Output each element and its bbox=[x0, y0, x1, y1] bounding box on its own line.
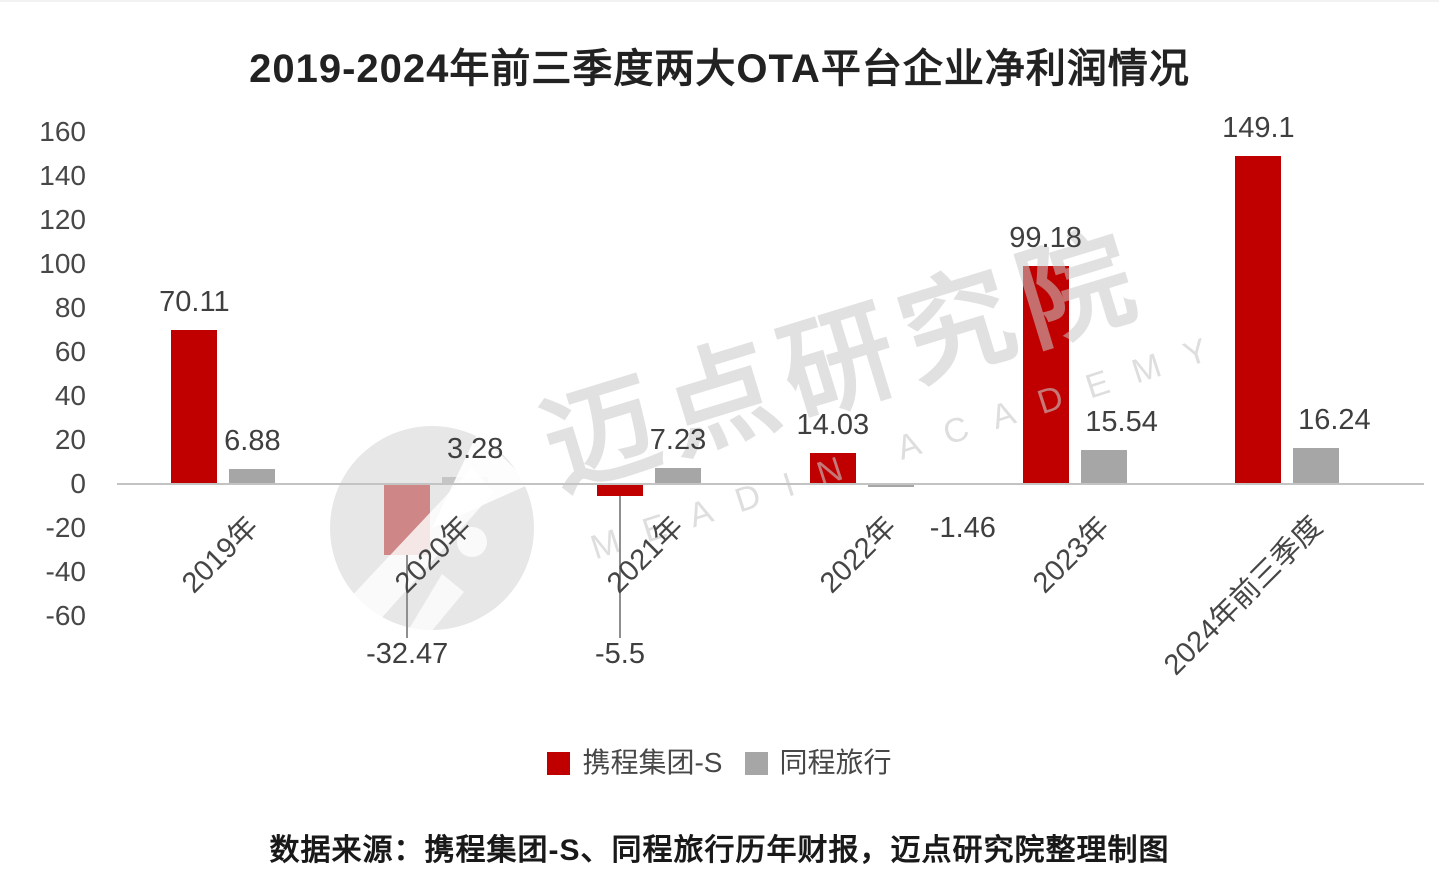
y-tick-label: 100 bbox=[39, 248, 86, 279]
legend-swatch bbox=[744, 751, 768, 775]
value-label: -1.46 bbox=[929, 512, 996, 544]
category-label: 2024年前三季度 bbox=[1157, 510, 1329, 682]
tongcheng-bar bbox=[655, 468, 701, 484]
ctrip-bar bbox=[597, 484, 643, 497]
category-label: 2021年 bbox=[601, 510, 691, 600]
y-tick-label: 160 bbox=[39, 116, 86, 147]
y-tick-label: 40 bbox=[54, 380, 86, 411]
value-label: 3.28 bbox=[446, 432, 504, 465]
value-label: 14.03 bbox=[796, 409, 870, 442]
tongcheng-bar bbox=[1080, 449, 1127, 484]
value-label: 15.54 bbox=[1085, 405, 1158, 438]
y-tick-label: -20 bbox=[45, 512, 86, 543]
y-tick-label: -40 bbox=[45, 556, 86, 587]
value-label: -5.5 bbox=[595, 638, 645, 670]
category-label: 2023年 bbox=[1027, 510, 1116, 600]
value-label: -32.47 bbox=[366, 638, 449, 670]
value-label: 99.18 bbox=[1009, 221, 1082, 254]
y-tick-label: 140 bbox=[39, 160, 86, 191]
legend-label: 携程集团-S bbox=[582, 747, 723, 778]
ctrip-bar bbox=[171, 329, 218, 484]
tongcheng-bar bbox=[229, 468, 276, 484]
category-label: 2022年 bbox=[814, 510, 904, 600]
legend: 携程集团-S 同程旅行 bbox=[0, 746, 1439, 780]
value-label: 6.88 bbox=[224, 424, 281, 457]
legend-label: 同程旅行 bbox=[779, 747, 892, 778]
legend-swatch bbox=[547, 751, 571, 775]
x-axis-line bbox=[117, 483, 1424, 485]
ctrip-bar bbox=[1022, 265, 1069, 484]
category-label: 2020年 bbox=[388, 510, 478, 600]
value-label: 70.11 bbox=[159, 285, 230, 318]
y-tick-label: 80 bbox=[54, 292, 86, 323]
legend-item-tongcheng: 同程旅行 bbox=[744, 746, 892, 780]
value-label: 149.1 bbox=[1222, 111, 1295, 144]
ctrip-bar bbox=[1235, 155, 1282, 484]
y-tick-label: 120 bbox=[39, 204, 86, 235]
y-tick-label: -60 bbox=[45, 600, 86, 631]
tongcheng-bar bbox=[1293, 448, 1340, 484]
legend-item-ctrip: 携程集团-S bbox=[547, 746, 723, 780]
category-label: 2019年 bbox=[175, 510, 265, 600]
y-tick-label: 0 bbox=[70, 468, 86, 499]
y-tick-label: 20 bbox=[54, 424, 86, 455]
chart-title: 2019-2024年前三季度两大OTA平台企业净利润情况 bbox=[249, 47, 1190, 91]
value-label: 16.24 bbox=[1298, 404, 1371, 437]
y-tick-label: 60 bbox=[54, 336, 86, 367]
leader-line bbox=[619, 496, 621, 638]
tongcheng-bar bbox=[867, 484, 914, 488]
ctrip-bar bbox=[809, 453, 856, 484]
source-note: 数据来源：携程集团-S、同程旅行历年财报，迈点研究院整理制图 bbox=[269, 834, 1170, 867]
value-label: 7.23 bbox=[649, 424, 707, 457]
